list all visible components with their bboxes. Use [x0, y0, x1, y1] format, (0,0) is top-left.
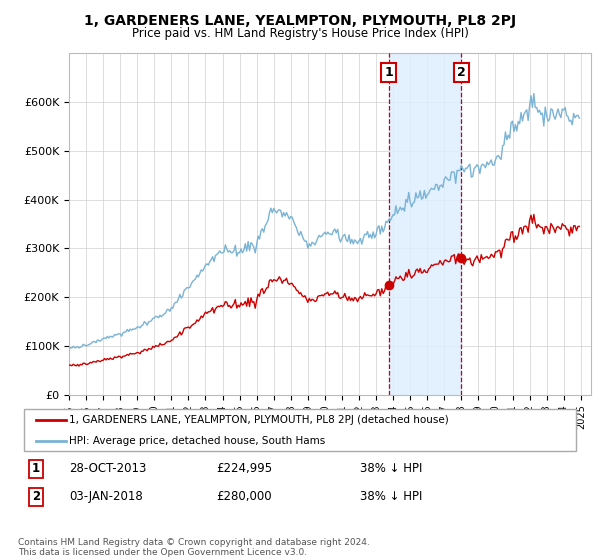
- Text: 38% ↓ HPI: 38% ↓ HPI: [360, 490, 422, 503]
- Text: 1, GARDENERS LANE, YEALMPTON, PLYMOUTH, PL8 2PJ: 1, GARDENERS LANE, YEALMPTON, PLYMOUTH, …: [84, 14, 516, 28]
- Bar: [389, 53, 461, 395]
- Text: 38% ↓ HPI: 38% ↓ HPI: [360, 462, 422, 475]
- Text: Contains HM Land Registry data © Crown copyright and database right 2024.
This d: Contains HM Land Registry data © Crown c…: [18, 538, 370, 557]
- Text: 28-OCT-2013: 28-OCT-2013: [69, 462, 146, 475]
- Text: 1, GARDENERS LANE, YEALMPTON, PLYMOUTH, PL8 2PJ (detached house): 1, GARDENERS LANE, YEALMPTON, PLYMOUTH, …: [69, 415, 449, 425]
- Text: 2: 2: [457, 66, 466, 79]
- Text: £280,000: £280,000: [216, 490, 272, 503]
- Text: £224,995: £224,995: [216, 462, 272, 475]
- Text: Price paid vs. HM Land Registry's House Price Index (HPI): Price paid vs. HM Land Registry's House …: [131, 27, 469, 40]
- Text: 03-JAN-2018: 03-JAN-2018: [69, 490, 143, 503]
- Text: HPI: Average price, detached house, South Hams: HPI: Average price, detached house, Sout…: [69, 436, 325, 446]
- Text: 2: 2: [32, 490, 40, 503]
- Text: 1: 1: [385, 66, 393, 79]
- Text: 1: 1: [32, 462, 40, 475]
